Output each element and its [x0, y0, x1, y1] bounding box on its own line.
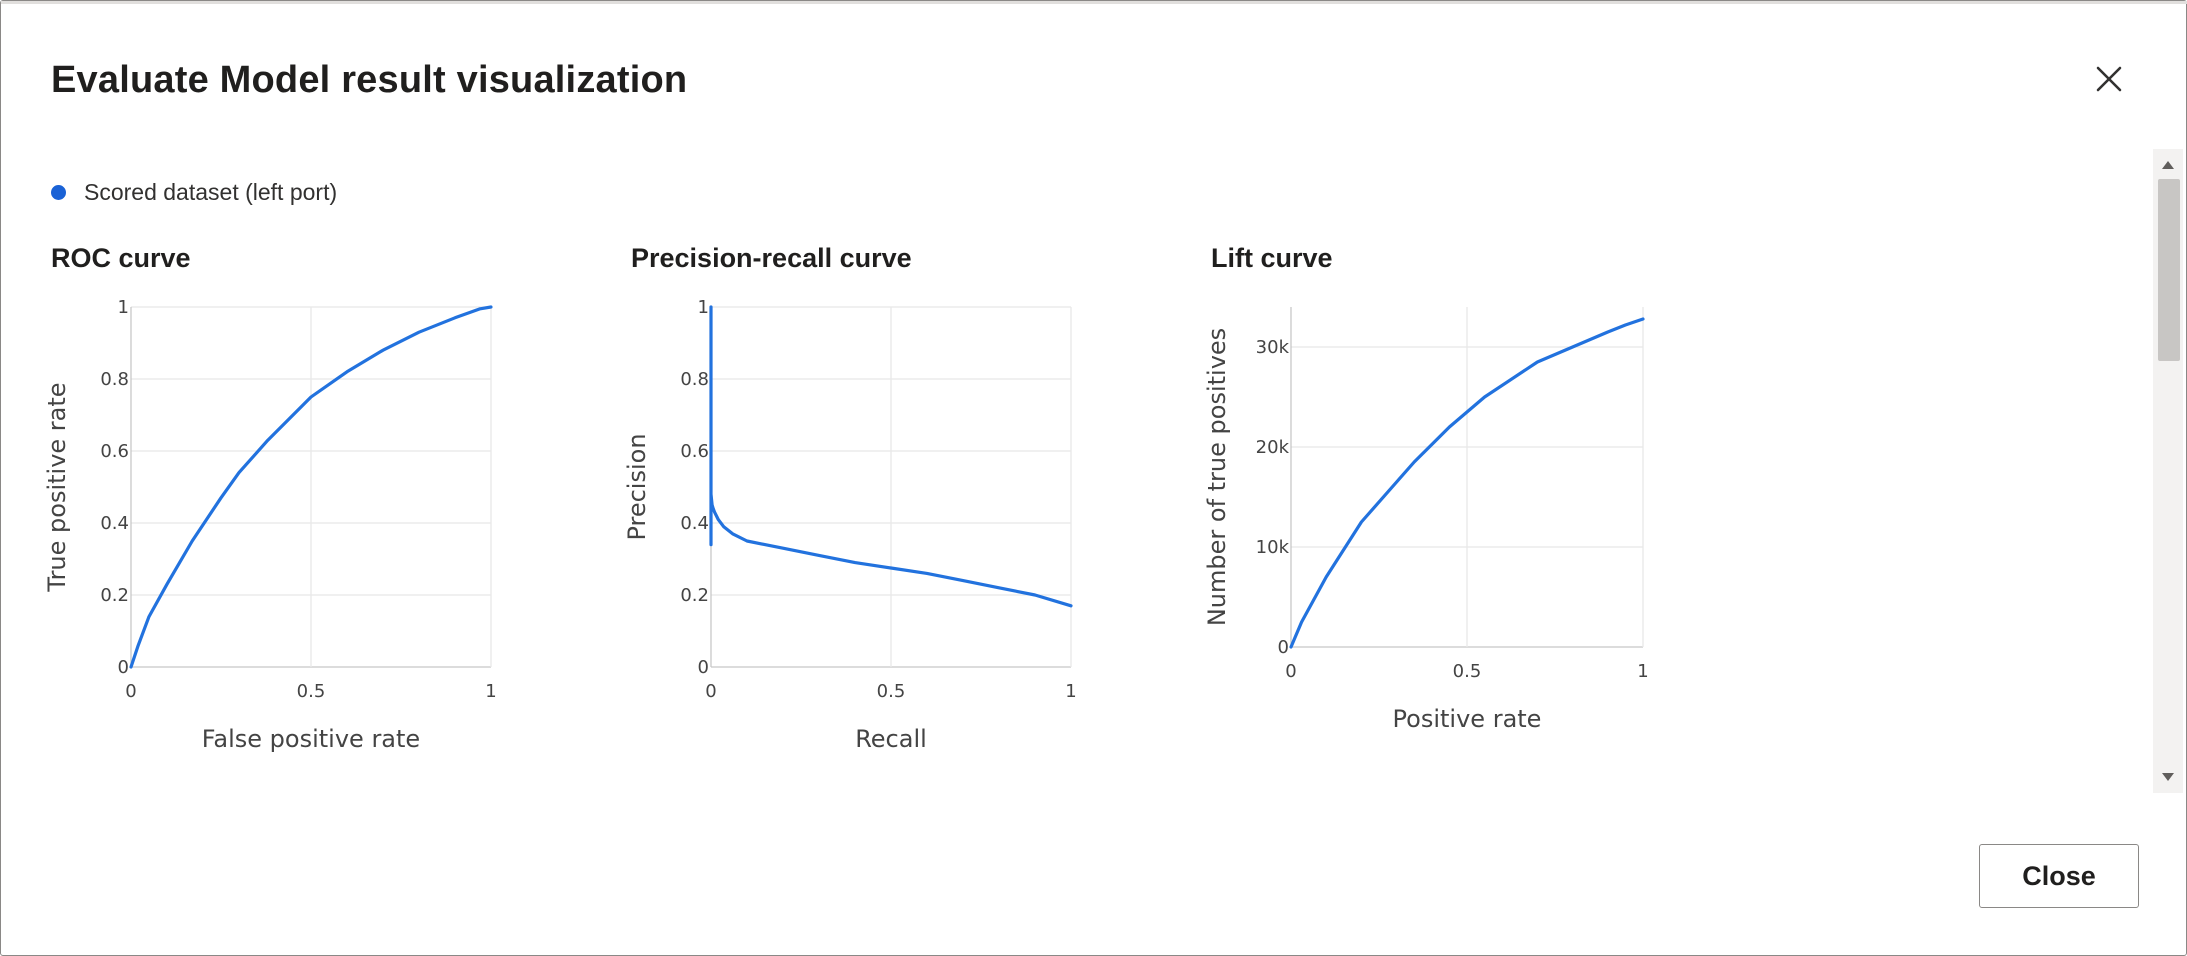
- roc-x-axis-label: False positive rate: [202, 725, 420, 753]
- roc-x-tick-label: 0: [125, 681, 136, 702]
- roc-curve-line: [129, 305, 493, 669]
- roc-y-tick-label: 0.4: [100, 513, 129, 534]
- chevron-down-glyph: [2162, 773, 2174, 781]
- visualization-content: Scored dataset (left port) ROC curve Pre…: [1, 147, 2151, 795]
- legend: Scored dataset (left port): [51, 179, 337, 206]
- legend-label: Scored dataset (left port): [84, 179, 338, 205]
- lift-chart-title: Lift curve: [1211, 243, 1333, 273]
- roc-x-tick-label: 0.5: [297, 681, 326, 702]
- background-page-strip: [1, 1, 2187, 4]
- pr-chart-title: Precision-recall curve: [631, 243, 912, 273]
- lift-y-tick-label: 30k: [1256, 337, 1290, 358]
- lift-y-axis-label: Number of true positives: [1203, 328, 1231, 626]
- roc-chart: 0 0.2 0.4 0.6 0.8 1 0 0.5 1 False positive rate Tr…: [43, 297, 497, 753]
- pr-y-tick-label: 0.4: [680, 513, 709, 534]
- pr-x-tick-label: 1: [1065, 681, 1076, 702]
- roc-y-tick-label: 0.2: [100, 585, 129, 606]
- legend-marker: [51, 185, 66, 200]
- precision-recall-chart: 0 0.2 0.4 0.6 0.8 1 0 0.5 1 Recall Precision: [623, 297, 1077, 753]
- lift-x-tick-label: 1: [1637, 661, 1648, 682]
- roc-x-tick-label: 1: [485, 681, 496, 702]
- pr-y-tick-label: 0.6: [680, 441, 709, 462]
- lift-y-tick-label: 20k: [1256, 437, 1290, 458]
- chevron-up-icon[interactable]: [2153, 153, 2183, 177]
- pr-y-tick-label: 0.2: [680, 585, 709, 606]
- lift-y-tick-label: 10k: [1256, 537, 1290, 558]
- roc-y-tick-label: 1: [118, 297, 129, 318]
- vertical-scrollbar[interactable]: [2153, 149, 2183, 793]
- roc-y-tick-label: 0.8: [100, 369, 129, 390]
- lift-x-tick-label: 0.5: [1453, 661, 1482, 682]
- roc-y-tick-label: 0.6: [100, 441, 129, 462]
- lift-y-tick-label: 0: [1278, 637, 1289, 658]
- close-icon-glyph: [2096, 66, 2122, 92]
- close-button[interactable]: Close: [1979, 844, 2139, 908]
- close-icon[interactable]: [2089, 59, 2129, 99]
- chevron-up-glyph: [2162, 161, 2174, 169]
- dialog-title: Evaluate Model result visualization: [51, 59, 688, 101]
- pr-x-tick-label: 0.5: [877, 681, 906, 702]
- scrollbar-thumb[interactable]: [2158, 179, 2180, 361]
- chevron-down-icon[interactable]: [2153, 765, 2183, 789]
- pr-y-tick-label: 0.8: [680, 369, 709, 390]
- pr-y-tick-label: 0: [698, 657, 709, 678]
- pr-x-tick-label: 0: [705, 681, 716, 702]
- pr-x-axis-label: Recall: [855, 725, 927, 753]
- roc-y-tick-label: 0: [118, 657, 129, 678]
- lift-x-axis-label: Positive rate: [1393, 705, 1542, 733]
- lift-curve-line: [1289, 317, 1645, 649]
- pr-y-tick-label: 1: [698, 297, 709, 318]
- lift-x-tick-label: 0: [1285, 661, 1296, 682]
- roc-chart-title: ROC curve: [51, 243, 191, 273]
- lift-chart: 0 10k 20k 30k 0 0.5 1 Positive rate Number of tr…: [1203, 307, 1649, 733]
- pr-y-axis-label: Precision: [623, 433, 651, 540]
- pr-curve-line: [709, 305, 1073, 608]
- roc-y-axis-label: True positive rate: [43, 382, 71, 592]
